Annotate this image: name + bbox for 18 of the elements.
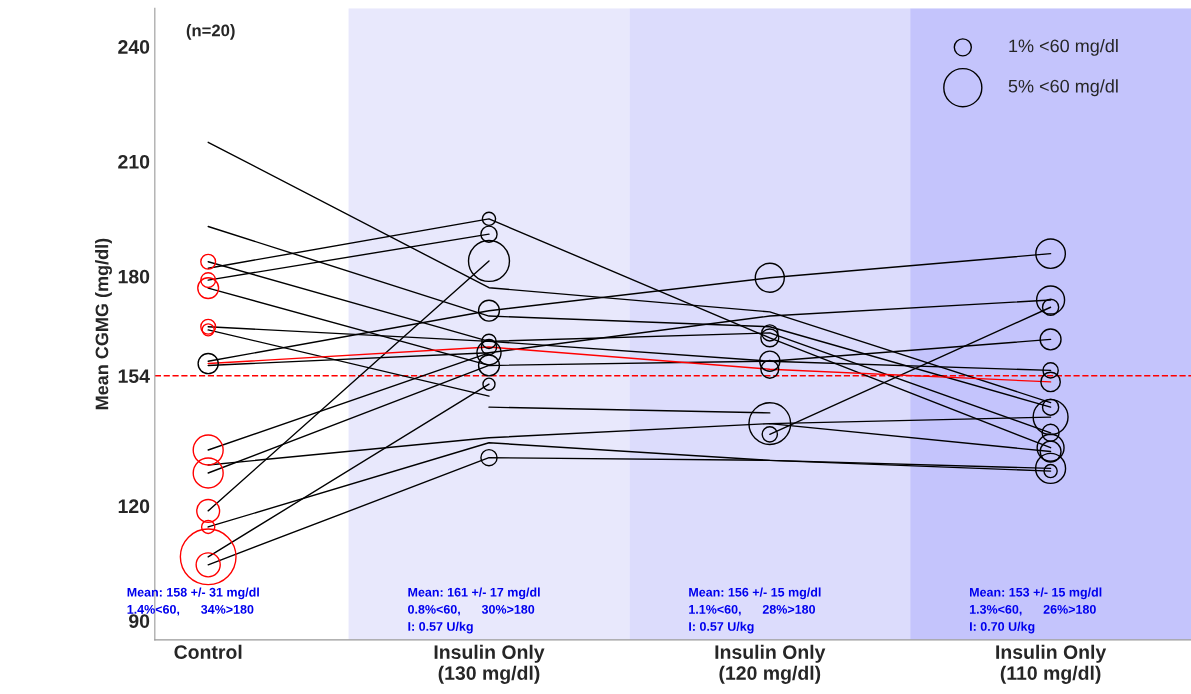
annotation: Mean: 158 +/- 31 mg/dl 1.4%<60, 34%>180 [127,587,259,616]
legend-label: 5% <60 mg/dl [1008,79,1118,97]
annotation: Mean: 161 +/- 17 mg/dl 0.8%<60, 30%>180 I: 0.57 U/kg [408,587,540,634]
annotation: (n=20) [186,24,235,40]
y-tick-label: 120 [118,499,150,514]
x-tick-label: Insulin Only (130 mg/dl) [434,644,545,684]
annotation: Mean: 153 +/- 15 mg/dl 1.3%<60, 26%>180 I: 0.70 U/kg [969,587,1102,634]
x-tick-label: Control [174,644,242,660]
legend-label: 1% <60 mg/dl [1009,39,1118,56]
x-tick-label: Insulin Only (120 mg/dl) [715,644,826,684]
y-tick-label: 210 [118,154,150,169]
y-tick-label: 180 [118,269,150,284]
y-tick-label: 154 [118,369,150,384]
x-tick-label: Insulin Only (110 mg/dl) [996,644,1107,684]
y-tick-label: 240 [118,40,150,54]
annotation: Mean: 156 +/- 15 mg/dl 1.1%<60, 28%>180 I: 0.57 U/kg [689,587,821,634]
y-axis-title: Mean CGMG (mg/dl) [95,238,112,410]
y-tick-label: 90 [129,614,150,628]
